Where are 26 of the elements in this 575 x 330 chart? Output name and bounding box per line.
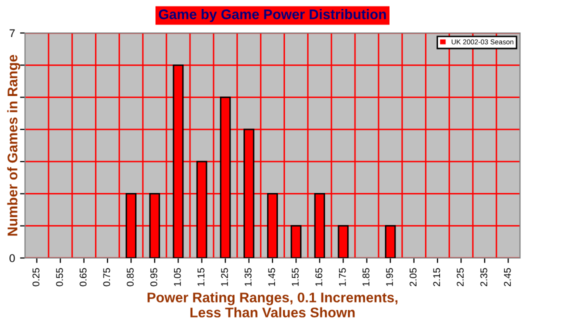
x-tick-label: 1.15: [198, 268, 204, 286]
x-tick-label: 0.25: [32, 268, 40, 286]
x-tick-label: 2.45: [504, 268, 511, 286]
x-tick-label: 0.75: [103, 268, 110, 286]
x-tick-label: 1.75: [339, 268, 346, 286]
x-tick-label: 1.85: [362, 268, 370, 286]
chart-title: Game by Game Power Distribution: [158, 9, 386, 22]
x-tick-label: 0.65: [80, 268, 87, 286]
x-tick-label: 1.25: [221, 268, 228, 286]
x-tick-label: 1.35: [244, 268, 252, 286]
x-tick-label: 0.55: [56, 268, 63, 286]
x-tick-label: 1.95: [386, 268, 393, 286]
x-tick-label: 1.65: [315, 268, 322, 286]
x-tick-label: 2.35: [480, 268, 488, 286]
x-axis-title: Power Rating Ranges, 0.1 Increments, Less Than Values Shown: [148, 292, 398, 318]
x-tick-label: 2.25: [456, 268, 464, 286]
x-tick-label: 0.85: [126, 268, 134, 286]
y-tick-label: 7: [10, 29, 15, 38]
x-tick-label: 0.95: [150, 268, 158, 286]
y-tick-label: 0: [10, 254, 15, 262]
y-axis-title: Number of Games in Range: [7, 54, 20, 236]
x-tick-label: 2.05: [410, 268, 417, 286]
x-tick-label: 1.05: [174, 268, 181, 286]
x-tick-label: 1.45: [268, 268, 276, 286]
x-tick-label: 1.55: [292, 268, 299, 286]
x-tick-label: 2.15: [433, 268, 440, 286]
